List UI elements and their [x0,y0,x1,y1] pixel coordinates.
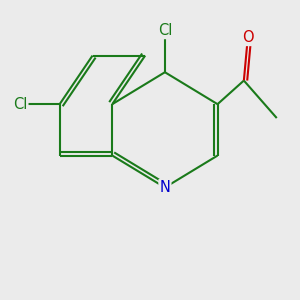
Text: Cl: Cl [13,97,27,112]
Text: Cl: Cl [158,23,172,38]
Text: O: O [242,30,254,45]
Text: N: N [160,180,170,195]
